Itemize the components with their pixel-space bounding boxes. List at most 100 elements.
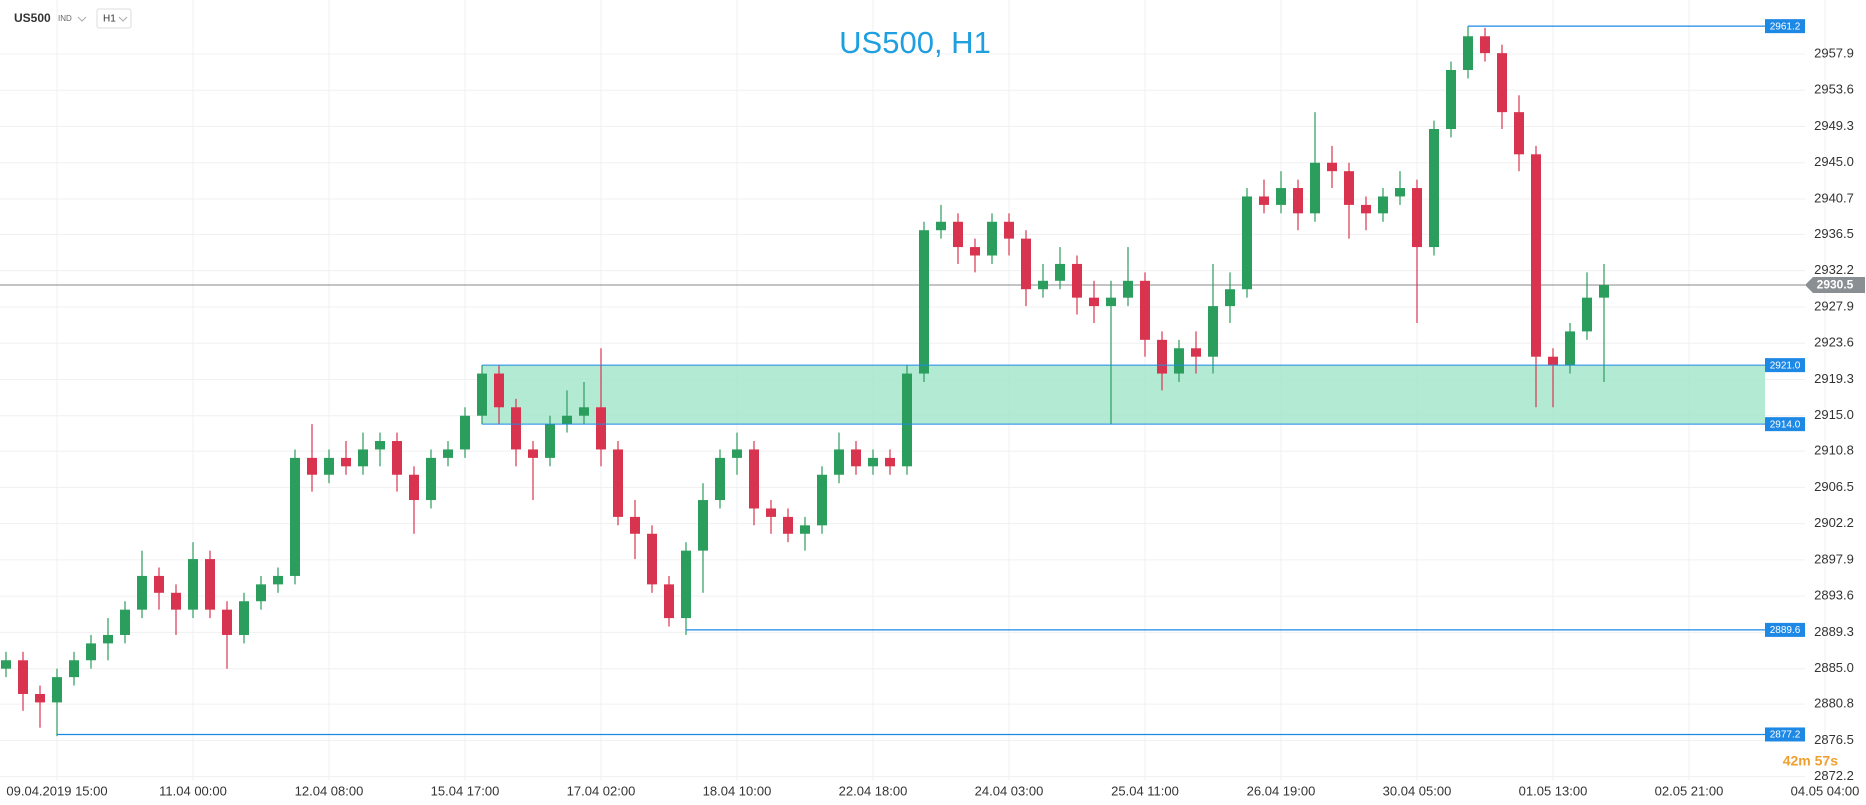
candle-body xyxy=(324,457,334,475)
candle-body xyxy=(290,457,300,576)
y-tick-label: 2915.0 xyxy=(1814,407,1854,422)
candle-body xyxy=(1242,196,1252,290)
candle-body xyxy=(409,474,419,501)
candle-body xyxy=(1395,188,1405,197)
candle-body xyxy=(1038,280,1048,290)
timeframe[interactable]: H1 xyxy=(103,14,116,25)
candle-body xyxy=(1259,196,1269,205)
x-tick-label: 26.04 19:00 xyxy=(1247,783,1316,798)
candle-body xyxy=(664,584,674,619)
candle-body xyxy=(1106,297,1116,307)
y-tick-label: 2936.5 xyxy=(1814,226,1854,241)
candle-body xyxy=(1293,188,1303,214)
market[interactable]: IND xyxy=(58,14,72,23)
candle-body xyxy=(1,660,11,669)
x-tick-label: 02.05 21:00 xyxy=(1655,783,1724,798)
candle-body xyxy=(1208,306,1218,357)
candle-body xyxy=(1480,36,1490,54)
y-tick-label: 2957.9 xyxy=(1814,45,1854,60)
candle-body xyxy=(392,441,402,475)
level-label: 2914.0 xyxy=(1770,419,1801,430)
x-tick-label: 17.04 02:00 xyxy=(567,783,636,798)
candle-body xyxy=(1225,289,1235,307)
candle-body xyxy=(511,407,521,450)
timer: 42m 57s xyxy=(1783,753,1838,769)
candle-body xyxy=(494,373,504,408)
candle-body xyxy=(35,693,45,703)
candle-body xyxy=(443,449,453,458)
y-tick-label: 2893.6 xyxy=(1814,588,1854,603)
candle-body xyxy=(936,221,946,231)
y-tick-label: 2880.8 xyxy=(1814,696,1854,711)
candle-body xyxy=(698,500,708,551)
candle-body xyxy=(715,457,725,501)
candle-body xyxy=(426,457,436,501)
candle-body xyxy=(86,643,96,661)
candle-body xyxy=(766,508,776,517)
candle-body xyxy=(1072,263,1082,298)
candle-body xyxy=(545,424,555,458)
dropdown-arrow[interactable] xyxy=(118,16,128,22)
chart-title: US500, H1 xyxy=(839,25,991,60)
candle-body xyxy=(953,221,963,248)
candle-body xyxy=(358,449,368,467)
level-box xyxy=(1765,358,1805,373)
candle-body xyxy=(205,559,215,610)
y-tick-label: 2902.2 xyxy=(1814,515,1854,530)
candle-body xyxy=(1004,221,1014,239)
x-tick-label: 01.05 13:00 xyxy=(1519,783,1588,798)
candle-body xyxy=(1565,331,1575,366)
level-label: 2921.0 xyxy=(1770,360,1801,371)
candle-body xyxy=(613,449,623,517)
candle-body xyxy=(52,677,62,703)
candle-body xyxy=(919,230,929,374)
candle-body xyxy=(1021,238,1031,290)
candle-body xyxy=(783,516,793,534)
x-tick-label: 22.04 18:00 xyxy=(839,783,908,798)
x-tick-label: 18.04 10:00 xyxy=(703,783,772,798)
candle-body xyxy=(18,660,28,694)
dropdown-arrow[interactable] xyxy=(77,16,87,22)
y-tick-label: 2906.5 xyxy=(1814,479,1854,494)
level-box xyxy=(1765,417,1805,432)
candle-body xyxy=(885,457,895,467)
candle-body xyxy=(851,449,861,467)
last-price-box xyxy=(1805,277,1865,294)
overlay: 2872.2 2876.5 2880.8 2885.0 2889.3 2893.6 2897… xyxy=(6,19,1865,798)
timeframe-box[interactable] xyxy=(96,8,132,29)
candle-body xyxy=(647,533,657,585)
candle-body xyxy=(1582,297,1592,332)
level-box xyxy=(1765,622,1805,637)
symbol[interactable]: US500 xyxy=(14,11,51,25)
y-tick-label: 2876.5 xyxy=(1814,732,1854,747)
candle-body xyxy=(1344,171,1354,205)
y-tick-label: 2923.6 xyxy=(1814,335,1854,350)
candle-body xyxy=(222,609,232,635)
level-box xyxy=(1765,727,1805,742)
x-tick-label: 11.04 00:00 xyxy=(159,783,227,798)
y-tick-label: 2953.6 xyxy=(1814,82,1854,97)
y-tick-label: 2945.0 xyxy=(1814,154,1854,169)
candle-body xyxy=(1191,348,1201,357)
candle-body xyxy=(562,415,572,425)
candle-body xyxy=(681,550,691,619)
candle-body xyxy=(154,575,164,593)
candle-body xyxy=(103,634,113,644)
x-tick-label: 04.05 04:00 xyxy=(1791,783,1860,798)
candle-body xyxy=(256,584,266,602)
y-tick-label: 2889.3 xyxy=(1814,624,1854,639)
candle-body xyxy=(460,415,470,450)
candle-body xyxy=(1310,162,1320,214)
y-tick-label: 2872.2 xyxy=(1814,768,1854,783)
candle-body xyxy=(1174,348,1184,374)
candle-body xyxy=(1157,339,1167,374)
candle-body xyxy=(834,449,844,475)
candle-body xyxy=(528,449,538,458)
level-label: 2889.6 xyxy=(1770,625,1801,636)
y-tick-label: 2940.7 xyxy=(1814,190,1854,205)
y-tick-label: 2932.2 xyxy=(1814,262,1854,277)
x-tick-label: 30.04 05:00 xyxy=(1383,783,1452,798)
candle-body xyxy=(239,601,249,635)
candle-body xyxy=(1429,129,1439,248)
